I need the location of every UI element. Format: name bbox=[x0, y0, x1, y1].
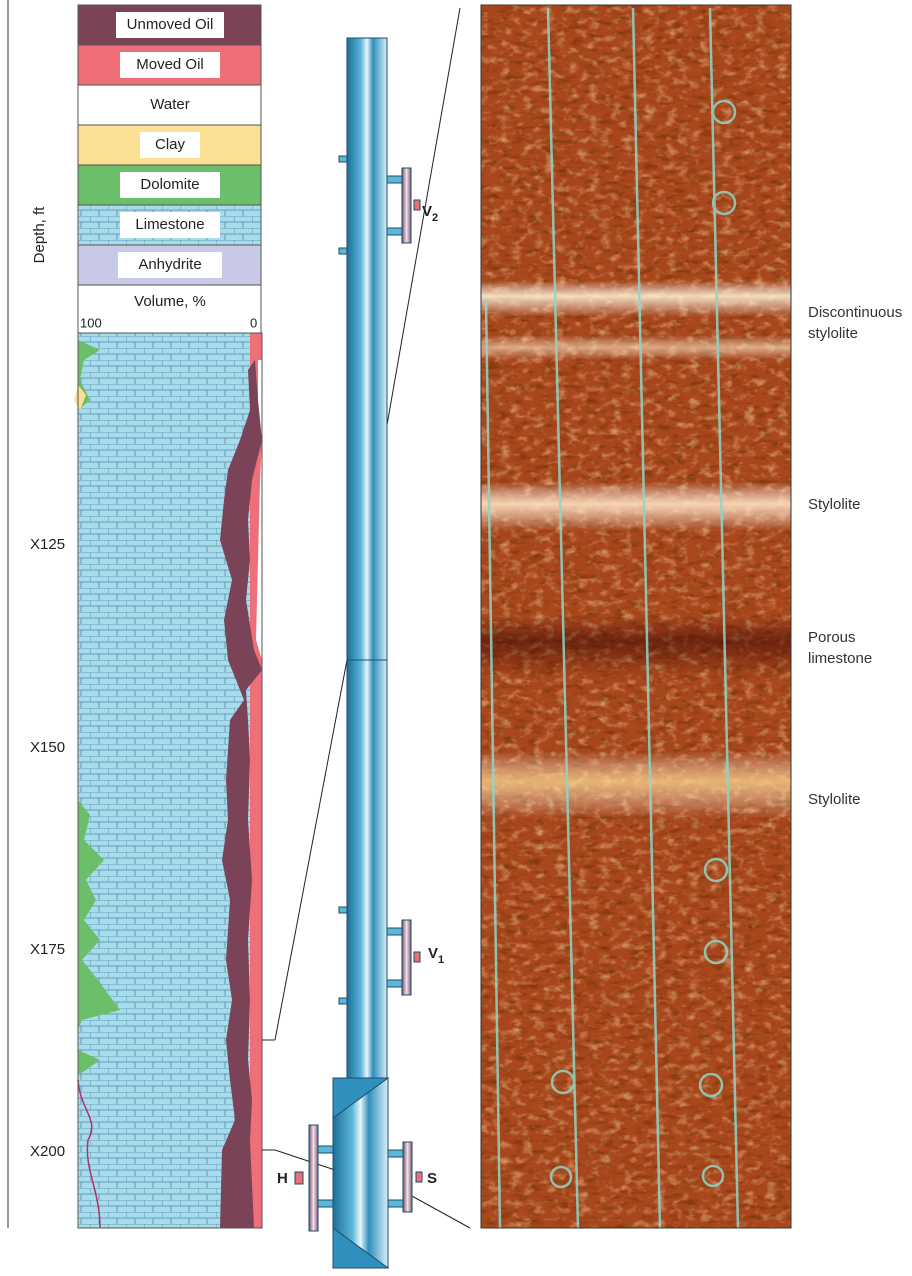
log-track bbox=[74, 333, 262, 1228]
tool-letter: V bbox=[422, 203, 432, 220]
legend-label: Anhydrite bbox=[138, 256, 201, 273]
tool-sub: 1 bbox=[438, 954, 444, 966]
depth-tick: X125 bbox=[30, 536, 65, 553]
annotation: Porous limestone bbox=[808, 627, 878, 669]
volume-label: Volume, % bbox=[134, 293, 206, 310]
legend-label: Unmoved Oil bbox=[127, 16, 214, 33]
tool-letter: V bbox=[428, 945, 438, 962]
annotation: Stylolite bbox=[808, 494, 908, 515]
depth-tick: X175 bbox=[30, 941, 65, 958]
legend bbox=[78, 5, 261, 333]
tool-label: S bbox=[427, 1170, 437, 1187]
page: Depth, ft X125 X150 X175 X200 Unmoved Oi… bbox=[0, 0, 912, 1276]
annotation: Discontinuous stylolite bbox=[808, 302, 908, 344]
annotation: Stylolite bbox=[808, 789, 908, 810]
volume-right: 0 bbox=[250, 315, 257, 330]
legend-label: Water bbox=[150, 96, 189, 113]
depth-tick: X150 bbox=[30, 739, 65, 756]
legend-label: Dolomite bbox=[140, 176, 199, 193]
depth-tick: X200 bbox=[30, 1143, 65, 1160]
legend-label: Moved Oil bbox=[136, 56, 204, 73]
tool-label: H bbox=[277, 1170, 288, 1187]
legend-label: Clay bbox=[155, 136, 186, 153]
legend-label: Limestone bbox=[135, 216, 204, 233]
volume-left: 100 bbox=[80, 315, 102, 330]
borehole-image bbox=[481, 5, 791, 1228]
depth-label: Depth, ft bbox=[31, 206, 48, 264]
tool-label: V2 bbox=[422, 203, 438, 224]
figure: Depth, ft X125 X150 X175 X200 Unmoved Oi… bbox=[0, 0, 912, 1276]
tool-sub: 2 bbox=[432, 212, 438, 224]
tool bbox=[295, 38, 422, 1268]
depth-ticks: X125 X150 X175 X200 bbox=[30, 536, 65, 1160]
tool-label: V1 bbox=[428, 945, 444, 966]
